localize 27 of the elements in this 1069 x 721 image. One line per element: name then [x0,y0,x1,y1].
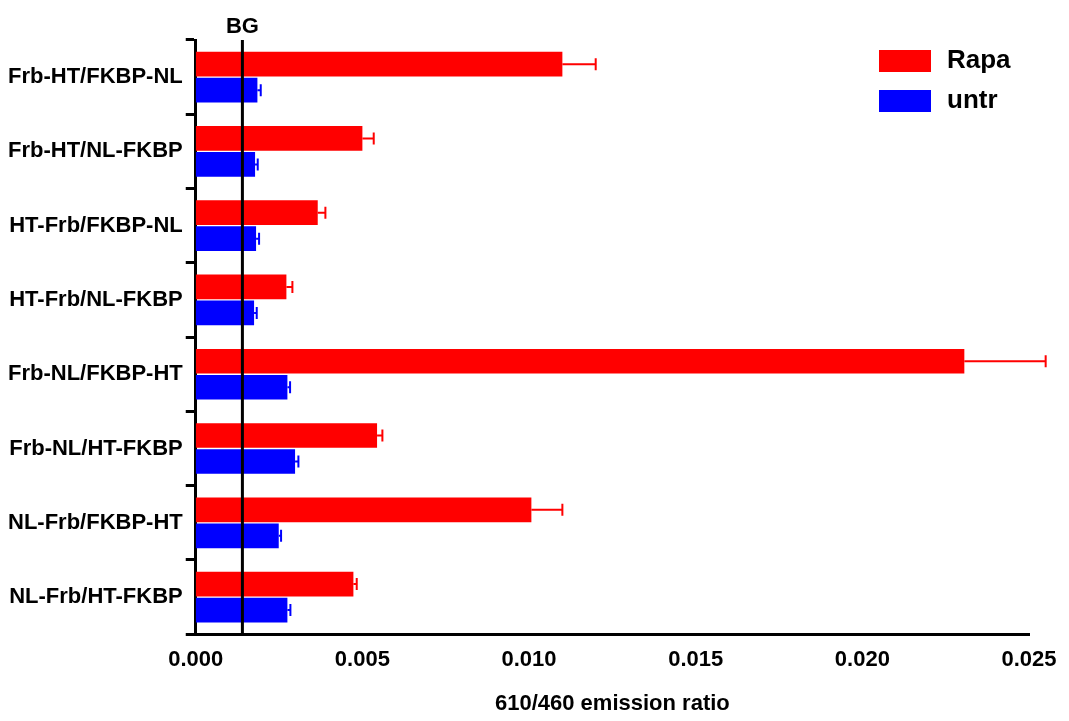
y-tick-label: Frb-NL/FKBP-HT [7,360,184,386]
bar [195,449,296,474]
x-tick-label: 0.025 [1001,646,1057,672]
y-tick-label: HT-Frb/NL-FKBP [9,286,183,312]
bar [195,571,354,597]
y-tick-label: HT-Frb/FKBP-NL [9,211,183,237]
bar [195,300,255,326]
y-tick-label: NL-Frb/HT-FKBP [9,583,183,609]
bar [195,523,279,549]
y-tick-label: NL-Frb/FKBP-HT [7,508,184,534]
x-tick-label: 0.020 [834,646,890,672]
x-tick-label: 0.010 [501,646,557,672]
x-tick-label: 0.000 [168,646,224,672]
y-tick-label: Frb-NL/HT-FKBP [9,434,183,460]
bar [195,152,256,177]
legend-label: Rapa [947,44,1012,75]
legend-label: untr [947,84,998,115]
ref-line-label: BG [225,13,259,39]
bar [195,226,257,252]
bar [195,374,288,400]
y-tick-label: Frb-HT/FKBP-NL [7,63,183,89]
x-tick-label: 0.015 [668,646,724,672]
bar [195,597,288,623]
x-tick-label: 0.005 [334,646,390,672]
bar [195,77,258,103]
x-axis-title: 610/460 emission ratio [494,689,730,715]
y-tick-label: Frb-HT/NL-FKBP [7,137,183,163]
